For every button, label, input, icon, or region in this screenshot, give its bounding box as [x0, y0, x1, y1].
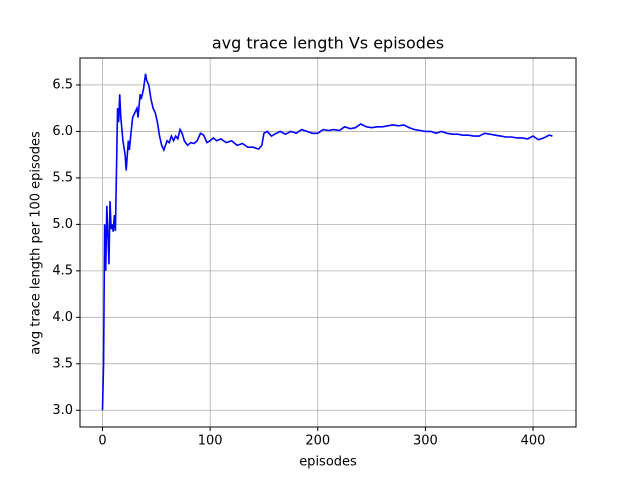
x-tick-label: 300 [413, 434, 438, 449]
y-tick-label: 6.5 [52, 77, 73, 92]
y-tick-label: 4.0 [52, 310, 73, 325]
data-line [101, 73, 553, 411]
x-tick-label: 100 [198, 434, 223, 449]
y-axis-label: avg trace length per 100 episodes [29, 131, 44, 355]
x-tick-label: 400 [521, 434, 546, 449]
x-axis-label: episodes [299, 455, 357, 470]
plot-frame [79, 57, 577, 428]
y-tick-label: 5.0 [52, 217, 73, 232]
y-tick-label: 4.5 [52, 263, 73, 278]
y-tick-label: 3.5 [52, 356, 73, 371]
x-tick-label: 0 [98, 434, 106, 449]
x-tick-label: 200 [305, 434, 330, 449]
y-tick-label: 3.0 [52, 403, 73, 418]
chart-title: avg trace length Vs episodes [212, 34, 444, 53]
y-tick-label: 5.5 [52, 170, 73, 185]
y-tick-label: 6.0 [52, 124, 73, 139]
